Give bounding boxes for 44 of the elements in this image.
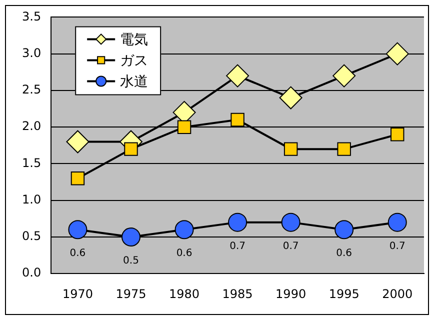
point [226, 64, 250, 88]
point [66, 130, 90, 154]
point [279, 86, 302, 110]
y-tick-label: 3.0 [22, 46, 42, 60]
point [177, 120, 192, 134]
y-tick-label: 3.5 [22, 9, 42, 24]
point [68, 220, 88, 240]
point [388, 212, 407, 232]
legend-label: 水道 [120, 74, 148, 90]
point [332, 64, 356, 88]
point [284, 142, 298, 156]
point [228, 212, 248, 232]
x-tick-label: 1980 [168, 286, 200, 301]
point [70, 172, 85, 186]
x-tick-label: 1985 [222, 286, 253, 301]
point [386, 42, 409, 66]
y-tick-label: 2.0 [22, 119, 42, 134]
data-label: 0.7 [282, 240, 299, 252]
y-tick-label: 1.5 [22, 156, 42, 170]
y-tick-label: 2.5 [22, 82, 42, 97]
y-tick-label: 1.0 [22, 192, 42, 206]
y-tick-label: 0.0 [22, 266, 42, 280]
point [390, 128, 404, 142]
point [121, 227, 140, 246]
point [281, 212, 300, 232]
legend-label: ガス [120, 52, 148, 69]
point [230, 112, 244, 127]
x-tick-label: 1975 [116, 286, 146, 301]
x-tick-label: 1990 [276, 286, 306, 301]
x-tick-label: 2000 [382, 286, 413, 301]
data-label: 0.7 [389, 240, 406, 252]
data-label: 0.6 [336, 248, 352, 260]
point [124, 142, 138, 156]
data-label: 0.6 [176, 248, 192, 260]
point [334, 220, 354, 240]
y-tick-label: 0.5 [22, 229, 42, 244]
data-label: 0.5 [123, 256, 139, 267]
point [174, 220, 194, 240]
data-label: 0.6 [70, 248, 86, 260]
x-tick-label: 1970 [62, 286, 93, 301]
data-label: 0.7 [230, 240, 246, 252]
legend-label: 電気 [120, 32, 148, 48]
x-tick-label: 1995 [328, 286, 360, 301]
point [337, 142, 351, 156]
